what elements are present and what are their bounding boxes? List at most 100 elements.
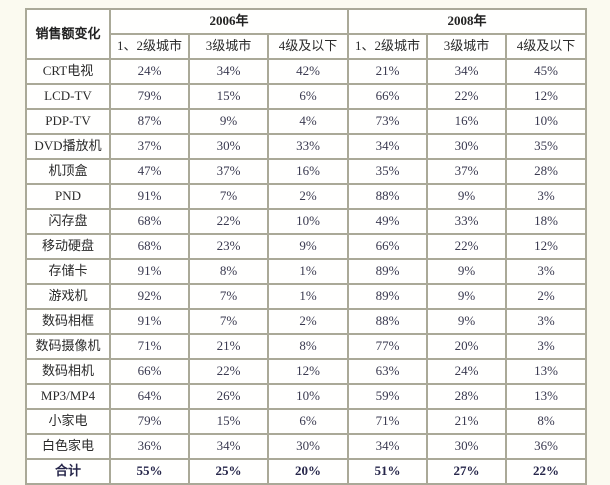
value-cell: 89% [347, 283, 429, 310]
value-cell: 15% [188, 408, 269, 435]
value-cell: 37% [426, 158, 508, 185]
row-label: 移动硬盘 [25, 233, 111, 260]
page-background: 销售额变化 2006年 2008年 1、2级城市 3级城市 4级及以下 1、2级… [25, 8, 588, 485]
value-cell: 55% [109, 458, 190, 485]
value-cell: 36% [505, 433, 588, 460]
row-label: 存储卡 [25, 258, 111, 285]
value-cell: 34% [188, 58, 269, 85]
value-cell: 13% [505, 358, 588, 385]
value-cell: 9% [426, 308, 508, 335]
value-cell: 34% [426, 58, 508, 85]
row-label: 白色家电 [25, 433, 111, 460]
value-cell: 49% [347, 208, 429, 235]
value-cell: 36% [109, 433, 190, 460]
table-row: PND 91% 7% 2% 88% 9% 3% [25, 183, 588, 210]
value-cell: 51% [347, 458, 429, 485]
value-cell: 10% [505, 108, 588, 135]
row-label: 游戏机 [25, 283, 111, 310]
table-row: PDP-TV 87% 9% 4% 73% 16% 10% [25, 108, 588, 135]
value-cell: 8% [188, 258, 269, 285]
year-header-2006: 2006年 [108, 8, 350, 35]
row-label: 数码相机 [25, 358, 111, 385]
tier-header-2006-tier3: 3级城市 [188, 33, 269, 60]
table-row: DVD播放机 37% 30% 33% 34% 30% 35% [25, 133, 588, 160]
value-cell: 7% [188, 283, 269, 310]
corner-header: 销售额变化 [25, 8, 111, 60]
row-label: 闪存盘 [25, 208, 111, 235]
value-cell: 22% [426, 233, 508, 260]
table-row: 闪存盘 68% 22% 10% 49% 33% 18% [25, 208, 588, 235]
value-cell: 3% [505, 258, 588, 285]
value-cell: 3% [505, 333, 588, 360]
value-cell: 18% [505, 208, 588, 235]
value-cell: 13% [505, 383, 588, 410]
value-cell: 20% [426, 333, 508, 360]
value-cell: 30% [426, 133, 508, 160]
value-cell: 91% [109, 258, 190, 285]
total-row: 合计 55% 25% 20% 51% 27% 22% [25, 458, 588, 485]
value-cell: 20% [266, 458, 350, 485]
value-cell: 21% [188, 333, 269, 360]
tier-header-2006-tier12: 1、2级城市 [109, 33, 190, 60]
value-cell: 6% [266, 408, 350, 435]
row-label: 数码摄像机 [25, 333, 111, 360]
value-cell: 77% [347, 333, 429, 360]
value-cell: 87% [109, 108, 190, 135]
value-cell: 16% [426, 108, 508, 135]
tier-header-row: 1、2级城市 3级城市 4级及以下 1、2级城市 3级城市 4级及以下 [26, 33, 588, 60]
value-cell: 10% [266, 383, 350, 410]
value-cell: 30% [426, 433, 508, 460]
value-cell: 1% [266, 283, 350, 310]
value-cell: 91% [109, 183, 190, 210]
value-cell: 10% [266, 208, 350, 235]
value-cell: 34% [347, 433, 429, 460]
value-cell: 21% [347, 58, 429, 85]
value-cell: 33% [426, 208, 508, 235]
value-cell: 92% [109, 283, 190, 310]
value-cell: 26% [188, 383, 269, 410]
value-cell: 34% [347, 133, 429, 160]
value-cell: 9% [426, 283, 508, 310]
table-row: 数码摄像机 71% 21% 8% 77% 20% 3% [25, 333, 588, 360]
value-cell: 7% [188, 308, 269, 335]
value-cell: 1% [266, 258, 350, 285]
value-cell: 2% [266, 183, 350, 210]
value-cell: 91% [109, 308, 190, 335]
table-row: 小家电 79% 15% 6% 71% 21% 8% [25, 408, 588, 435]
value-cell: 22% [188, 208, 269, 235]
year-header-row: 销售额变化 2006年 2008年 [25, 8, 588, 60]
value-cell: 89% [347, 258, 429, 285]
value-cell: 73% [347, 108, 429, 135]
value-cell: 23% [188, 233, 269, 260]
value-cell: 35% [347, 158, 429, 185]
row-label: CRT电视 [25, 58, 111, 85]
row-label: DVD播放机 [25, 133, 111, 160]
row-label: 数码相框 [25, 308, 111, 335]
table-row: CRT电视 24% 34% 42% 21% 34% 45% [25, 58, 588, 85]
value-cell: 37% [109, 133, 190, 160]
table-row: 存储卡 91% 8% 1% 89% 9% 3% [25, 258, 588, 285]
value-cell: 35% [505, 133, 588, 160]
value-cell: 66% [347, 233, 429, 260]
value-cell: 21% [426, 408, 508, 435]
value-cell: 34% [188, 433, 269, 460]
value-cell: 28% [505, 158, 588, 185]
row-label: PND [25, 183, 111, 210]
value-cell: 12% [266, 358, 350, 385]
value-cell: 64% [109, 383, 190, 410]
value-cell: 22% [426, 83, 508, 110]
value-cell: 16% [266, 158, 350, 185]
value-cell: 9% [188, 108, 269, 135]
table-row: 数码相框 91% 7% 2% 88% 9% 3% [25, 308, 588, 335]
value-cell: 8% [505, 408, 588, 435]
value-cell: 71% [109, 333, 190, 360]
value-cell: 79% [109, 83, 190, 110]
value-cell: 47% [109, 158, 190, 185]
value-cell: 4% [266, 108, 350, 135]
value-cell: 9% [266, 233, 350, 260]
value-cell: 66% [347, 83, 429, 110]
total-row-label: 合计 [25, 458, 111, 485]
value-cell: 27% [426, 458, 508, 485]
table-row: 游戏机 92% 7% 1% 89% 9% 2% [25, 283, 588, 310]
value-cell: 30% [266, 433, 350, 460]
